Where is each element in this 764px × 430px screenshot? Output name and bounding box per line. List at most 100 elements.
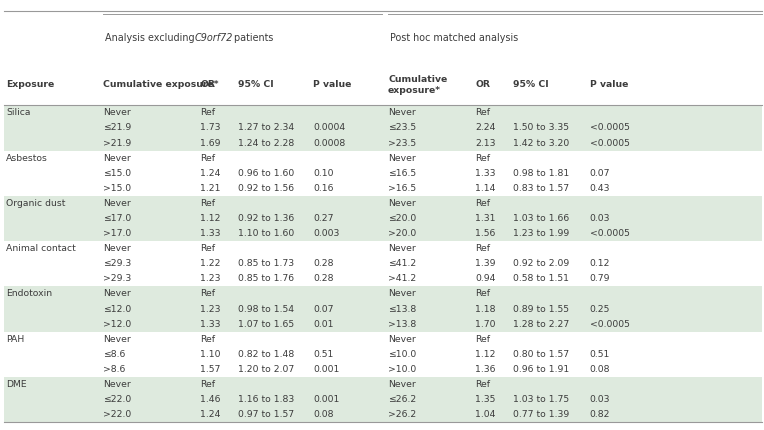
Text: 2.13: 2.13 bbox=[475, 138, 496, 147]
Text: ≤29.3: ≤29.3 bbox=[103, 259, 131, 268]
Bar bbox=[4, 286, 762, 301]
Text: 0.0004: 0.0004 bbox=[313, 123, 345, 132]
Text: Ref: Ref bbox=[475, 289, 490, 298]
Text: >41.2: >41.2 bbox=[388, 274, 416, 283]
Text: 1.73: 1.73 bbox=[200, 123, 221, 132]
Text: >12.0: >12.0 bbox=[103, 319, 131, 329]
Bar bbox=[4, 150, 762, 166]
Text: Never: Never bbox=[388, 244, 416, 253]
Text: ≤41.2: ≤41.2 bbox=[388, 259, 416, 268]
Text: 0.83 to 1.57: 0.83 to 1.57 bbox=[513, 184, 569, 193]
Bar bbox=[4, 301, 762, 316]
Text: Ref: Ref bbox=[200, 289, 215, 298]
Text: Ref: Ref bbox=[200, 154, 215, 163]
Text: 0.82: 0.82 bbox=[590, 410, 610, 419]
Text: patients: patients bbox=[231, 33, 274, 43]
Text: ≤21.9: ≤21.9 bbox=[103, 123, 131, 132]
Text: ≤12.0: ≤12.0 bbox=[103, 304, 131, 313]
Text: >26.2: >26.2 bbox=[388, 410, 416, 419]
Text: <0.0005: <0.0005 bbox=[590, 138, 630, 147]
Text: Endotoxin: Endotoxin bbox=[6, 289, 52, 298]
Text: Animal contact: Animal contact bbox=[6, 244, 76, 253]
Text: 1.36: 1.36 bbox=[475, 365, 496, 374]
Bar bbox=[4, 166, 762, 181]
Text: DME: DME bbox=[6, 380, 27, 389]
Text: 1.07 to 1.65: 1.07 to 1.65 bbox=[238, 319, 294, 329]
Text: Cumulative exposure*: Cumulative exposure* bbox=[103, 80, 219, 89]
Text: 0.28: 0.28 bbox=[313, 274, 334, 283]
Text: 0.001: 0.001 bbox=[313, 365, 340, 374]
Bar bbox=[4, 362, 762, 377]
Text: 0.85 to 1.76: 0.85 to 1.76 bbox=[238, 274, 294, 283]
Text: Never: Never bbox=[388, 108, 416, 117]
Bar bbox=[4, 377, 762, 392]
Text: >22.0: >22.0 bbox=[103, 410, 131, 419]
Text: 1.70: 1.70 bbox=[475, 319, 496, 329]
Text: Never: Never bbox=[103, 108, 131, 117]
Text: Ref: Ref bbox=[475, 335, 490, 344]
Text: 0.28: 0.28 bbox=[313, 259, 334, 268]
Text: 1.21: 1.21 bbox=[200, 184, 221, 193]
Text: ≤10.0: ≤10.0 bbox=[388, 350, 416, 359]
Text: ≤16.5: ≤16.5 bbox=[388, 169, 416, 178]
Text: Post hoc matched analysis: Post hoc matched analysis bbox=[390, 33, 518, 43]
Bar bbox=[4, 392, 762, 407]
Text: 1.33: 1.33 bbox=[200, 229, 221, 238]
Bar bbox=[4, 226, 762, 241]
Text: 0.79: 0.79 bbox=[590, 274, 610, 283]
Text: ≤20.0: ≤20.0 bbox=[388, 214, 416, 223]
Text: 1.03 to 1.75: 1.03 to 1.75 bbox=[513, 395, 569, 404]
Text: 0.003: 0.003 bbox=[313, 229, 340, 238]
Text: 95% CI: 95% CI bbox=[513, 80, 549, 89]
Text: 0.01: 0.01 bbox=[313, 319, 334, 329]
Text: 0.80 to 1.57: 0.80 to 1.57 bbox=[513, 350, 569, 359]
Text: Asbestos: Asbestos bbox=[6, 154, 48, 163]
Text: 1.69: 1.69 bbox=[200, 138, 221, 147]
Text: 0.96 to 1.91: 0.96 to 1.91 bbox=[513, 365, 570, 374]
Text: ≤22.0: ≤22.0 bbox=[103, 395, 131, 404]
Text: 1.24 to 2.28: 1.24 to 2.28 bbox=[238, 138, 295, 147]
Text: Ref: Ref bbox=[475, 380, 490, 389]
Text: Never: Never bbox=[388, 335, 416, 344]
Text: ≤23.5: ≤23.5 bbox=[388, 123, 416, 132]
Text: Ref: Ref bbox=[200, 199, 215, 208]
Bar bbox=[4, 332, 762, 347]
Text: 0.85 to 1.73: 0.85 to 1.73 bbox=[238, 259, 294, 268]
Text: 1.04: 1.04 bbox=[475, 410, 496, 419]
Text: 0.03: 0.03 bbox=[590, 395, 610, 404]
Bar bbox=[4, 120, 762, 135]
Text: ≤17.0: ≤17.0 bbox=[103, 214, 131, 223]
Text: Never: Never bbox=[388, 199, 416, 208]
Text: 1.12: 1.12 bbox=[475, 350, 496, 359]
Text: 0.12: 0.12 bbox=[590, 259, 610, 268]
Text: <0.0005: <0.0005 bbox=[590, 229, 630, 238]
Bar bbox=[4, 407, 762, 422]
Text: 0.94: 0.94 bbox=[475, 274, 496, 283]
Bar bbox=[4, 347, 762, 362]
Text: 1.56: 1.56 bbox=[475, 229, 496, 238]
Text: >13.8: >13.8 bbox=[388, 319, 416, 329]
Text: 2.24: 2.24 bbox=[475, 123, 496, 132]
Text: 0.98 to 1.81: 0.98 to 1.81 bbox=[513, 169, 570, 178]
Text: 1.50 to 3.35: 1.50 to 3.35 bbox=[513, 123, 569, 132]
Text: 1.33: 1.33 bbox=[475, 169, 496, 178]
Text: OR: OR bbox=[475, 80, 490, 89]
Text: 1.27 to 2.34: 1.27 to 2.34 bbox=[238, 123, 295, 132]
Text: >17.0: >17.0 bbox=[103, 229, 131, 238]
Text: 0.27: 0.27 bbox=[313, 214, 334, 223]
Bar bbox=[4, 105, 762, 120]
Text: 0.08: 0.08 bbox=[313, 410, 334, 419]
Text: Cumulative
exposure*: Cumulative exposure* bbox=[388, 75, 448, 95]
Text: Ref: Ref bbox=[475, 154, 490, 163]
Text: 1.46: 1.46 bbox=[200, 395, 221, 404]
Text: 0.97 to 1.57: 0.97 to 1.57 bbox=[238, 410, 294, 419]
Text: 1.23: 1.23 bbox=[200, 274, 221, 283]
Text: >16.5: >16.5 bbox=[388, 184, 416, 193]
Text: Never: Never bbox=[388, 154, 416, 163]
Text: 0.96 to 1.60: 0.96 to 1.60 bbox=[238, 169, 295, 178]
Text: 0.51: 0.51 bbox=[590, 350, 610, 359]
Text: Never: Never bbox=[103, 199, 131, 208]
Text: 1.10 to 1.60: 1.10 to 1.60 bbox=[238, 229, 295, 238]
Text: Never: Never bbox=[103, 154, 131, 163]
Text: Ref: Ref bbox=[475, 244, 490, 253]
